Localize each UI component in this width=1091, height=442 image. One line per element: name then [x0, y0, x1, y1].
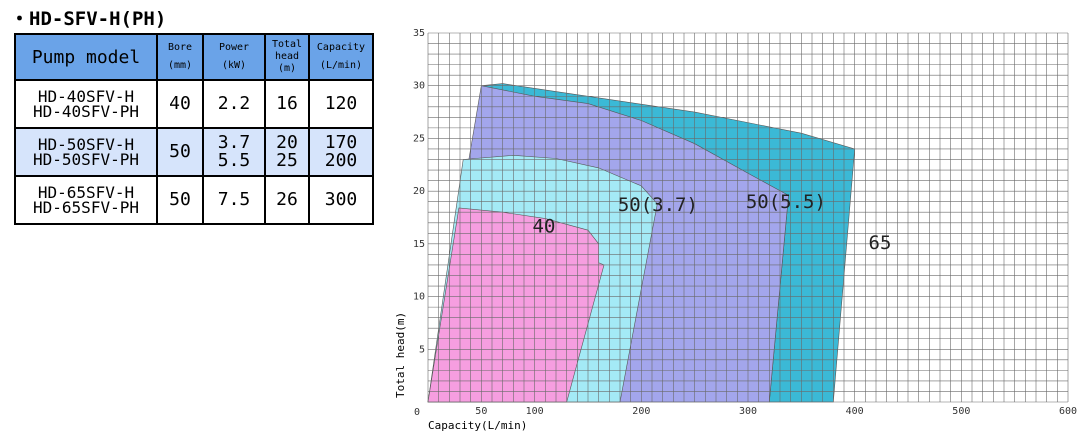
x-tick-label: 600	[1059, 406, 1077, 417]
header-total-head: Total head (m)	[264, 33, 310, 81]
x-tick-label: 0	[414, 407, 420, 418]
y-tick-label: 15	[413, 239, 425, 250]
x-tick-label: 100	[526, 406, 544, 417]
region-label: 65	[869, 232, 892, 254]
header-capacity: Capacity (L/min)	[308, 33, 374, 81]
region-label: 50(3.7)	[618, 194, 698, 216]
bore-cell: 50	[156, 175, 204, 225]
header-pump-model: Pump model	[14, 33, 158, 81]
table-header-row: Pump model Bore (mm) Power (kW) Total head…	[14, 33, 374, 81]
head-cell: 20 25	[264, 127, 310, 177]
header-power: Power (kW)	[202, 33, 266, 81]
x-tick-label: 50	[475, 406, 487, 417]
bore-cell: 40	[156, 79, 204, 129]
region-40	[427, 207, 605, 403]
head-cell: 26	[264, 175, 310, 225]
y-tick-label: 30	[413, 81, 425, 92]
page-heading: ・HD-SFV-H(PH)	[10, 8, 167, 30]
y-tick-label: 25	[413, 133, 425, 144]
region-label: 40	[533, 215, 556, 237]
spec-table: Pump model Bore (mm) Power (kW) Total head…	[14, 33, 374, 225]
head-cell: 16	[264, 79, 310, 129]
header-bore: Bore (mm)	[156, 33, 204, 81]
power-cell: 3.7 5.5	[202, 127, 266, 177]
table-row: HD-50SFV-H HD-50SFV-PH 50 3.7 5.5 20 25 170…	[14, 127, 374, 177]
y-tick-label: 5	[419, 344, 425, 355]
x-tick-label: 400	[846, 406, 864, 417]
power-cell: 2.2	[202, 79, 266, 129]
x-tick-label: 300	[739, 406, 757, 417]
y-axis-label: Total head(m)	[394, 312, 407, 398]
capacity-cell: 300	[308, 175, 374, 225]
bore-cell: 50	[156, 127, 204, 177]
table-row: HD-65SFV-H HD-65SFV-PH 50 7.5 26 300	[14, 175, 374, 225]
capacity-cell: 120	[308, 79, 374, 129]
table-row: HD-40SFV-H HD-40SFV-PH 40 2.2 16 120	[14, 79, 374, 129]
capacity-cell: 170 200	[308, 127, 374, 177]
y-tick-label: 10	[413, 292, 425, 303]
power-cell: 7.5	[202, 175, 266, 225]
model-cell: HD-40SFV-H HD-40SFV-PH	[14, 79, 158, 129]
x-axis-label: Capacity(L/min)	[428, 419, 527, 432]
x-tick-label: 500	[952, 406, 970, 417]
x-tick-label: 200	[632, 406, 650, 417]
model-cell: HD-65SFV-H HD-65SFV-PH	[14, 175, 158, 225]
y-tick-label: 35	[413, 28, 425, 39]
y-tick-label: 20	[413, 186, 425, 197]
model-cell: HD-50SFV-H HD-50SFV-PH	[14, 127, 158, 177]
region-label: 50(5.5)	[746, 191, 826, 213]
